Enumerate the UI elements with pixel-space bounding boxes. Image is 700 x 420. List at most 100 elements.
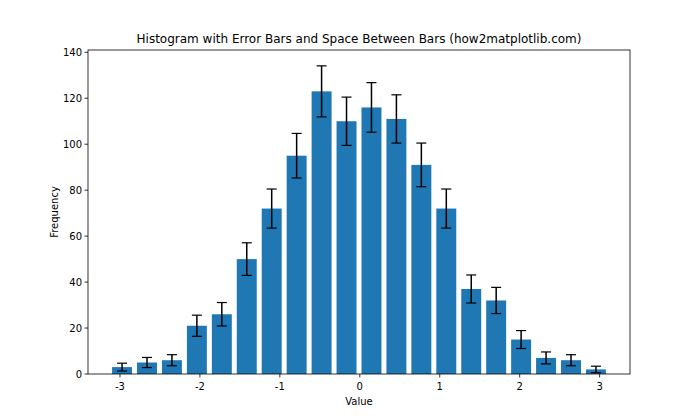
y-tick-label: 100 bbox=[63, 139, 82, 150]
x-tick-label: 3 bbox=[596, 381, 602, 392]
error-bar-cap bbox=[416, 186, 426, 187]
error-bar-cap bbox=[441, 227, 451, 228]
error-bar-stem bbox=[271, 189, 273, 228]
error-bar bbox=[117, 363, 127, 371]
error-bar-cap bbox=[342, 97, 352, 98]
y-tick-label: 0 bbox=[76, 369, 82, 380]
error-bar bbox=[192, 315, 202, 336]
error-bar-cap bbox=[566, 354, 576, 355]
error-bar bbox=[317, 66, 327, 117]
error-bar bbox=[466, 275, 476, 303]
error-bar-cap bbox=[217, 325, 227, 326]
error-bar-cap bbox=[317, 65, 327, 66]
error-bar bbox=[441, 189, 451, 228]
bar bbox=[337, 121, 357, 374]
y-tick bbox=[85, 52, 89, 53]
y-tick-label: 40 bbox=[69, 277, 82, 288]
error-bar-stem bbox=[146, 357, 148, 367]
x-tick bbox=[519, 374, 520, 378]
error-bar-stem bbox=[396, 95, 398, 143]
x-tick-label: -2 bbox=[195, 381, 205, 392]
error-bar-cap bbox=[117, 363, 127, 364]
error-bar-stem bbox=[371, 83, 373, 133]
y-tick bbox=[85, 98, 89, 99]
error-bar-cap bbox=[491, 313, 501, 314]
error-bar-cap bbox=[391, 142, 401, 143]
error-bar-cap bbox=[317, 116, 327, 117]
error-bar bbox=[391, 95, 401, 143]
x-tick-label: 1 bbox=[437, 381, 443, 392]
error-bar-cap bbox=[142, 367, 152, 368]
error-bar-cap bbox=[441, 188, 451, 189]
x-tick bbox=[359, 374, 360, 378]
error-bar bbox=[541, 352, 551, 364]
error-bar-stem bbox=[446, 189, 448, 228]
error-bar bbox=[491, 287, 501, 313]
error-bar-stem bbox=[171, 355, 173, 366]
y-axis-label: Frequency bbox=[49, 186, 60, 238]
bars bbox=[112, 66, 606, 374]
y-tick-label: 140 bbox=[63, 47, 82, 58]
error-bar-cap bbox=[192, 336, 202, 337]
error-bar bbox=[342, 97, 352, 145]
error-bar bbox=[292, 133, 302, 178]
y-tick bbox=[85, 236, 89, 237]
error-bar-stem bbox=[495, 287, 497, 313]
error-bar bbox=[366, 83, 376, 133]
error-bar-cap bbox=[242, 242, 252, 243]
error-bar-cap bbox=[566, 365, 576, 366]
plot-frame bbox=[88, 50, 630, 374]
error-bar-cap bbox=[541, 351, 551, 352]
x-tick bbox=[439, 374, 440, 378]
error-bar-cap bbox=[591, 372, 601, 373]
error-bar bbox=[142, 357, 152, 367]
error-bar bbox=[416, 143, 426, 187]
error-bar-cap bbox=[142, 357, 152, 358]
y-tick-label: 60 bbox=[69, 231, 82, 242]
error-bar-cap bbox=[217, 302, 227, 303]
error-bar-stem bbox=[470, 275, 472, 303]
error-bar-cap bbox=[366, 132, 376, 133]
error-bar-stem bbox=[321, 66, 323, 117]
y-tick-label: 20 bbox=[69, 323, 82, 334]
bar bbox=[361, 107, 381, 374]
y-tick-label: 120 bbox=[63, 93, 82, 104]
error-bar bbox=[242, 243, 252, 276]
error-bar-cap bbox=[366, 82, 376, 83]
title: Histogram with Error Bars and Space Betw… bbox=[137, 32, 582, 46]
error-bar-stem bbox=[121, 363, 123, 371]
bar bbox=[312, 91, 332, 374]
y-tick bbox=[85, 328, 89, 329]
error-bar-stem bbox=[520, 331, 522, 349]
error-bar-cap bbox=[416, 142, 426, 143]
x-tick bbox=[599, 374, 600, 378]
y-tick bbox=[85, 282, 89, 283]
x-tick-label: -3 bbox=[115, 381, 125, 392]
error-bar-cap bbox=[491, 287, 501, 288]
error-bar-cap bbox=[267, 227, 277, 228]
x-tick-label: -1 bbox=[275, 381, 285, 392]
error-bar-cap bbox=[292, 177, 302, 178]
error-bar-cap bbox=[391, 94, 401, 95]
bar bbox=[262, 209, 282, 374]
x-tick bbox=[199, 374, 200, 378]
error-bar-cap bbox=[167, 354, 177, 355]
background bbox=[0, 0, 700, 420]
x-tick bbox=[279, 374, 280, 378]
error-bar-cap bbox=[117, 370, 127, 371]
error-bar-stem bbox=[296, 133, 298, 178]
error-bar-cap bbox=[167, 365, 177, 366]
y-tick bbox=[85, 374, 89, 375]
error-bar-cap bbox=[466, 302, 476, 303]
error-bar-stem bbox=[595, 366, 597, 372]
bar bbox=[287, 156, 307, 374]
error-bar bbox=[267, 189, 277, 228]
bar bbox=[237, 259, 257, 374]
error-bar-cap bbox=[516, 348, 526, 349]
error-bar-cap bbox=[242, 275, 252, 276]
error-bar bbox=[167, 355, 177, 366]
error-bar-cap bbox=[267, 188, 277, 189]
error-bar-cap bbox=[192, 315, 202, 316]
bar bbox=[411, 165, 431, 374]
x-tick-label: 2 bbox=[516, 381, 522, 392]
